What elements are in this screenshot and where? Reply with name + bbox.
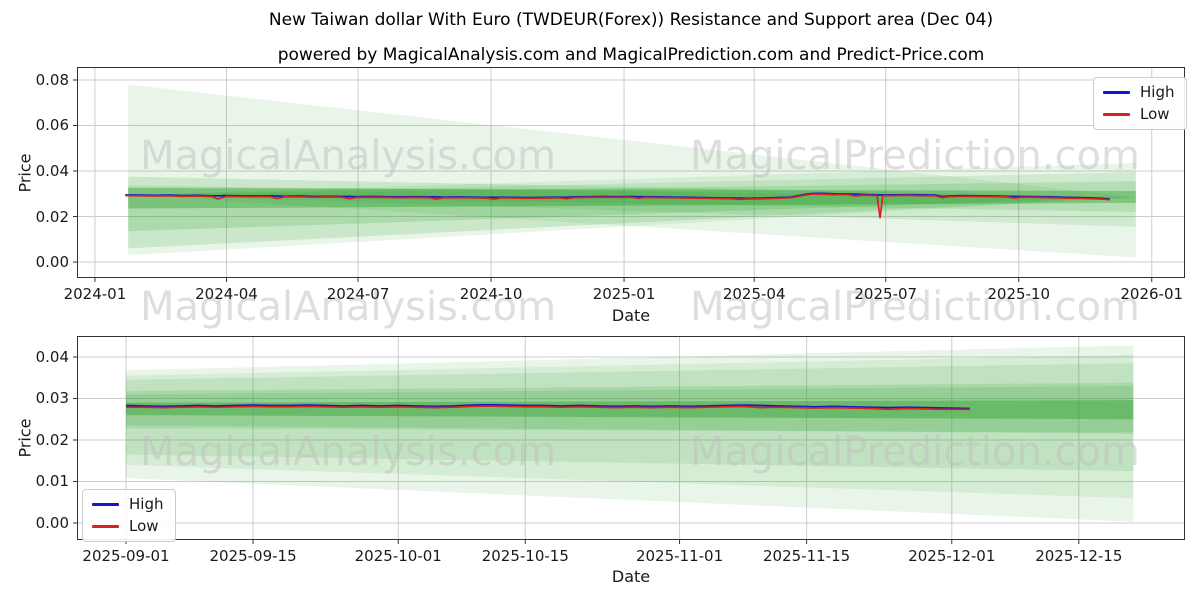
y-tick-label: 0.04 <box>35 161 69 180</box>
top-plot-area <box>73 67 1185 282</box>
x-tick-label: 2025-01 <box>592 285 656 303</box>
legend-label-high: High <box>1140 83 1175 101</box>
x-tick-label: 2025-12-01 <box>908 547 996 565</box>
support-resistance-band <box>128 188 1136 209</box>
high-line <box>125 403 970 410</box>
y-tick-label: 0.00 <box>35 513 69 532</box>
high-line-swatch <box>92 503 119 506</box>
legend-entry-low: Low <box>92 519 163 534</box>
legend-entry-high: High <box>1103 85 1174 100</box>
legend-label-high: High <box>129 495 164 513</box>
x-tick-label: 2025-07 <box>854 285 918 303</box>
support-resistance-band <box>126 363 1134 472</box>
low-line <box>126 405 970 411</box>
low-line <box>125 193 1110 219</box>
x-tick-label: 2025-11-01 <box>635 547 724 565</box>
bottom-plot-area <box>73 336 1185 544</box>
support-resistance-band <box>126 382 1134 434</box>
legend-entry-low: Low <box>1103 107 1174 122</box>
bottom-chart: Price Date High Low 0.00 0.01 0.02 0.03 0.04… <box>16 336 1185 586</box>
x-tick-label: 2024-07 <box>326 285 390 303</box>
low-line-swatch <box>92 525 119 528</box>
y-tick-label: 0.08 <box>35 70 69 89</box>
x-tick-label: 2026-01 <box>1120 285 1184 303</box>
x-tick-label: 2025-09-01 <box>82 547 170 565</box>
x-tick-label: 2024-10 <box>459 285 523 303</box>
legend: High Low <box>82 489 177 542</box>
x-axis-label: Date <box>611 306 651 325</box>
y-tick-label: 0.04 <box>35 347 69 366</box>
legend-label-low: Low <box>129 517 159 535</box>
x-tick-label: 2025-10 <box>987 285 1051 303</box>
legend: High Low <box>1093 77 1188 130</box>
legend-label-low: Low <box>1140 105 1170 123</box>
support-resistance-band <box>126 400 1134 420</box>
top-chart: Price Date High Low 0.00 0.02 0.04 0.06 0.08… <box>16 67 1188 325</box>
y-tick-label: 0.02 <box>35 207 69 226</box>
y-tick-label: 0.03 <box>35 389 69 408</box>
y-tick-label: 0.00 <box>35 253 69 271</box>
x-axis-label: Date <box>611 567 651 586</box>
support-resistance-band <box>126 354 1134 499</box>
plot-border <box>77 67 1185 278</box>
x-tick-label: 2025-12-15 <box>1035 547 1123 565</box>
support-resistance-band <box>126 386 1134 433</box>
support-resistance-band <box>128 163 1136 258</box>
legend-entry-high: High <box>92 497 163 512</box>
x-tick-label: 2025-04 <box>722 285 786 303</box>
support-resistance-band <box>128 172 1136 227</box>
y-tick-label: 0.06 <box>35 116 69 135</box>
x-tick-label: 2025-10-01 <box>354 547 442 565</box>
x-tick-label: 2024-04 <box>195 285 258 303</box>
chart-title: New Taiwan dollar With Euro (TWDEUR(Fore… <box>268 10 994 30</box>
x-tick-label: 2025-10-15 <box>481 547 569 565</box>
plot-border <box>77 336 1185 540</box>
support-resistance-band <box>128 84 1136 256</box>
x-tick-label: 2024-01 <box>63 285 127 303</box>
chart-subtitle: powered by MagicalAnalysis.com and Magic… <box>277 45 985 65</box>
x-tick-label: 2025-11-15 <box>762 547 851 565</box>
y-tick-label: 0.02 <box>35 430 69 449</box>
high-line-swatch <box>1103 91 1130 94</box>
y-tick-label: 0.01 <box>35 472 69 491</box>
low-line-swatch <box>1103 113 1130 116</box>
support-resistance-band <box>126 345 1134 522</box>
x-tick-label: 2025-09-15 <box>209 547 297 565</box>
